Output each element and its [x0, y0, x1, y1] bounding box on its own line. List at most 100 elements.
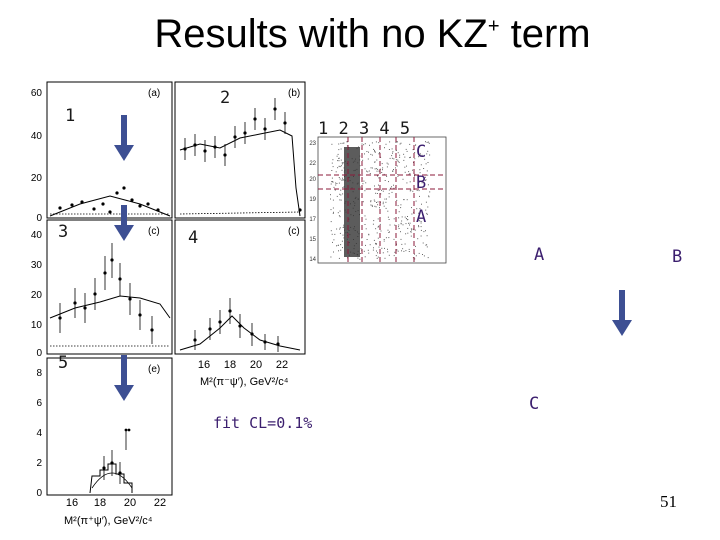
scatter-point — [421, 182, 423, 184]
scatter-point — [418, 225, 419, 227]
scatter-point — [401, 220, 403, 222]
scatter-point — [363, 180, 365, 182]
down-arrow-icon — [114, 115, 134, 161]
scatter-point — [419, 195, 420, 197]
fit-confidence-label: fit CL=0.1% — [213, 414, 313, 432]
scatter-point — [378, 170, 380, 172]
scatter-point — [342, 247, 343, 249]
scatter-point — [373, 239, 375, 241]
scatter-point — [341, 169, 343, 171]
scatter-point — [377, 218, 379, 220]
scatter-point — [336, 195, 338, 197]
scatter-point — [342, 142, 344, 144]
svg-text:15: 15 — [309, 237, 316, 243]
scatter-point — [376, 243, 377, 245]
label-4: 4 — [188, 228, 199, 248]
scatter-point — [339, 166, 341, 168]
scatter-point — [429, 154, 431, 156]
scatter-point — [359, 253, 361, 254]
y-tick: 0 — [36, 348, 42, 359]
scatter-point — [383, 205, 385, 207]
scatter-point — [419, 220, 421, 222]
scatter-point — [368, 170, 370, 172]
scatter-point — [403, 250, 405, 252]
scatter-point — [343, 142, 345, 144]
scatter-point — [365, 218, 367, 220]
scatter-point — [342, 187, 344, 188]
y-tick: 20 — [31, 290, 43, 301]
scatter-point — [414, 173, 416, 175]
scatter-point — [346, 145, 348, 147]
scatter-point — [364, 224, 366, 225]
scatter-point — [340, 142, 342, 144]
scatter-point — [414, 152, 416, 154]
scatter-point — [399, 156, 401, 158]
scatter-point — [377, 252, 378, 254]
scatter-point — [369, 173, 371, 174]
scatter-point — [392, 170, 394, 172]
scatter-point — [385, 207, 387, 209]
scatter-point — [424, 176, 426, 178]
scatter-point — [394, 251, 396, 253]
scatter-point — [406, 150, 408, 152]
scatter-point — [333, 186, 335, 188]
scatter-point — [391, 157, 393, 159]
dense-band — [344, 147, 360, 257]
scatter-point — [405, 218, 407, 219]
x-tick: 20 — [250, 359, 262, 371]
scatter-point — [376, 159, 378, 161]
scatter-point — [386, 166, 388, 168]
scatter-point — [404, 156, 406, 158]
scatter-point — [399, 154, 401, 156]
scatter-point — [338, 157, 340, 159]
scatter-point — [409, 222, 411, 224]
scatter-point — [362, 201, 364, 203]
scatter-point — [396, 199, 398, 201]
scatter-point — [419, 172, 421, 174]
scatter-point — [339, 227, 341, 229]
down-arrow-icon — [114, 205, 134, 241]
scatter-point — [359, 165, 361, 167]
scatter-point — [339, 193, 341, 195]
svg-text:17: 17 — [309, 217, 316, 223]
scatter-point — [360, 186, 362, 188]
scatter-point — [371, 167, 373, 169]
region-label-b: B — [672, 247, 683, 267]
scatter-point — [362, 183, 364, 185]
scatter-point — [370, 200, 372, 202]
label-sequence: 1 2 3 4 5 — [318, 119, 411, 139]
scatter-point — [330, 230, 332, 232]
scatter-point — [330, 209, 332, 211]
scatter-point — [374, 161, 376, 163]
scatter-point — [376, 202, 377, 203]
region-label-c: C — [529, 394, 540, 414]
y-tick: 40 — [31, 230, 43, 241]
scatter-point — [428, 196, 430, 198]
scatter-point — [368, 233, 370, 235]
scatter-point — [375, 141, 377, 143]
scatter-point — [388, 232, 390, 233]
background-curve — [179, 211, 301, 215]
scatter-point — [420, 226, 422, 228]
scatter-point — [384, 198, 386, 200]
x-ticks-mid: 16 18 20 22 — [198, 359, 288, 371]
scatter-point — [420, 153, 421, 155]
panel-b: (b) — [174, 81, 306, 219]
scatter-point — [375, 228, 377, 230]
scatter-point — [377, 237, 379, 239]
scatter-point — [397, 152, 399, 154]
scatter-point — [415, 255, 417, 257]
scatter-point — [397, 205, 399, 207]
scatter-point — [398, 161, 400, 163]
scatter-point — [365, 182, 367, 184]
scatter-point — [401, 216, 403, 218]
scatter-point — [405, 233, 407, 235]
scatter-point — [415, 144, 416, 146]
y-tick: 0 — [36, 488, 42, 499]
scatter-point — [370, 153, 372, 155]
svg-text:19: 19 — [309, 197, 316, 203]
scatter-point — [426, 141, 428, 143]
scatter-point — [415, 245, 416, 247]
scatter-point — [341, 162, 343, 164]
scatter-point — [365, 244, 366, 246]
